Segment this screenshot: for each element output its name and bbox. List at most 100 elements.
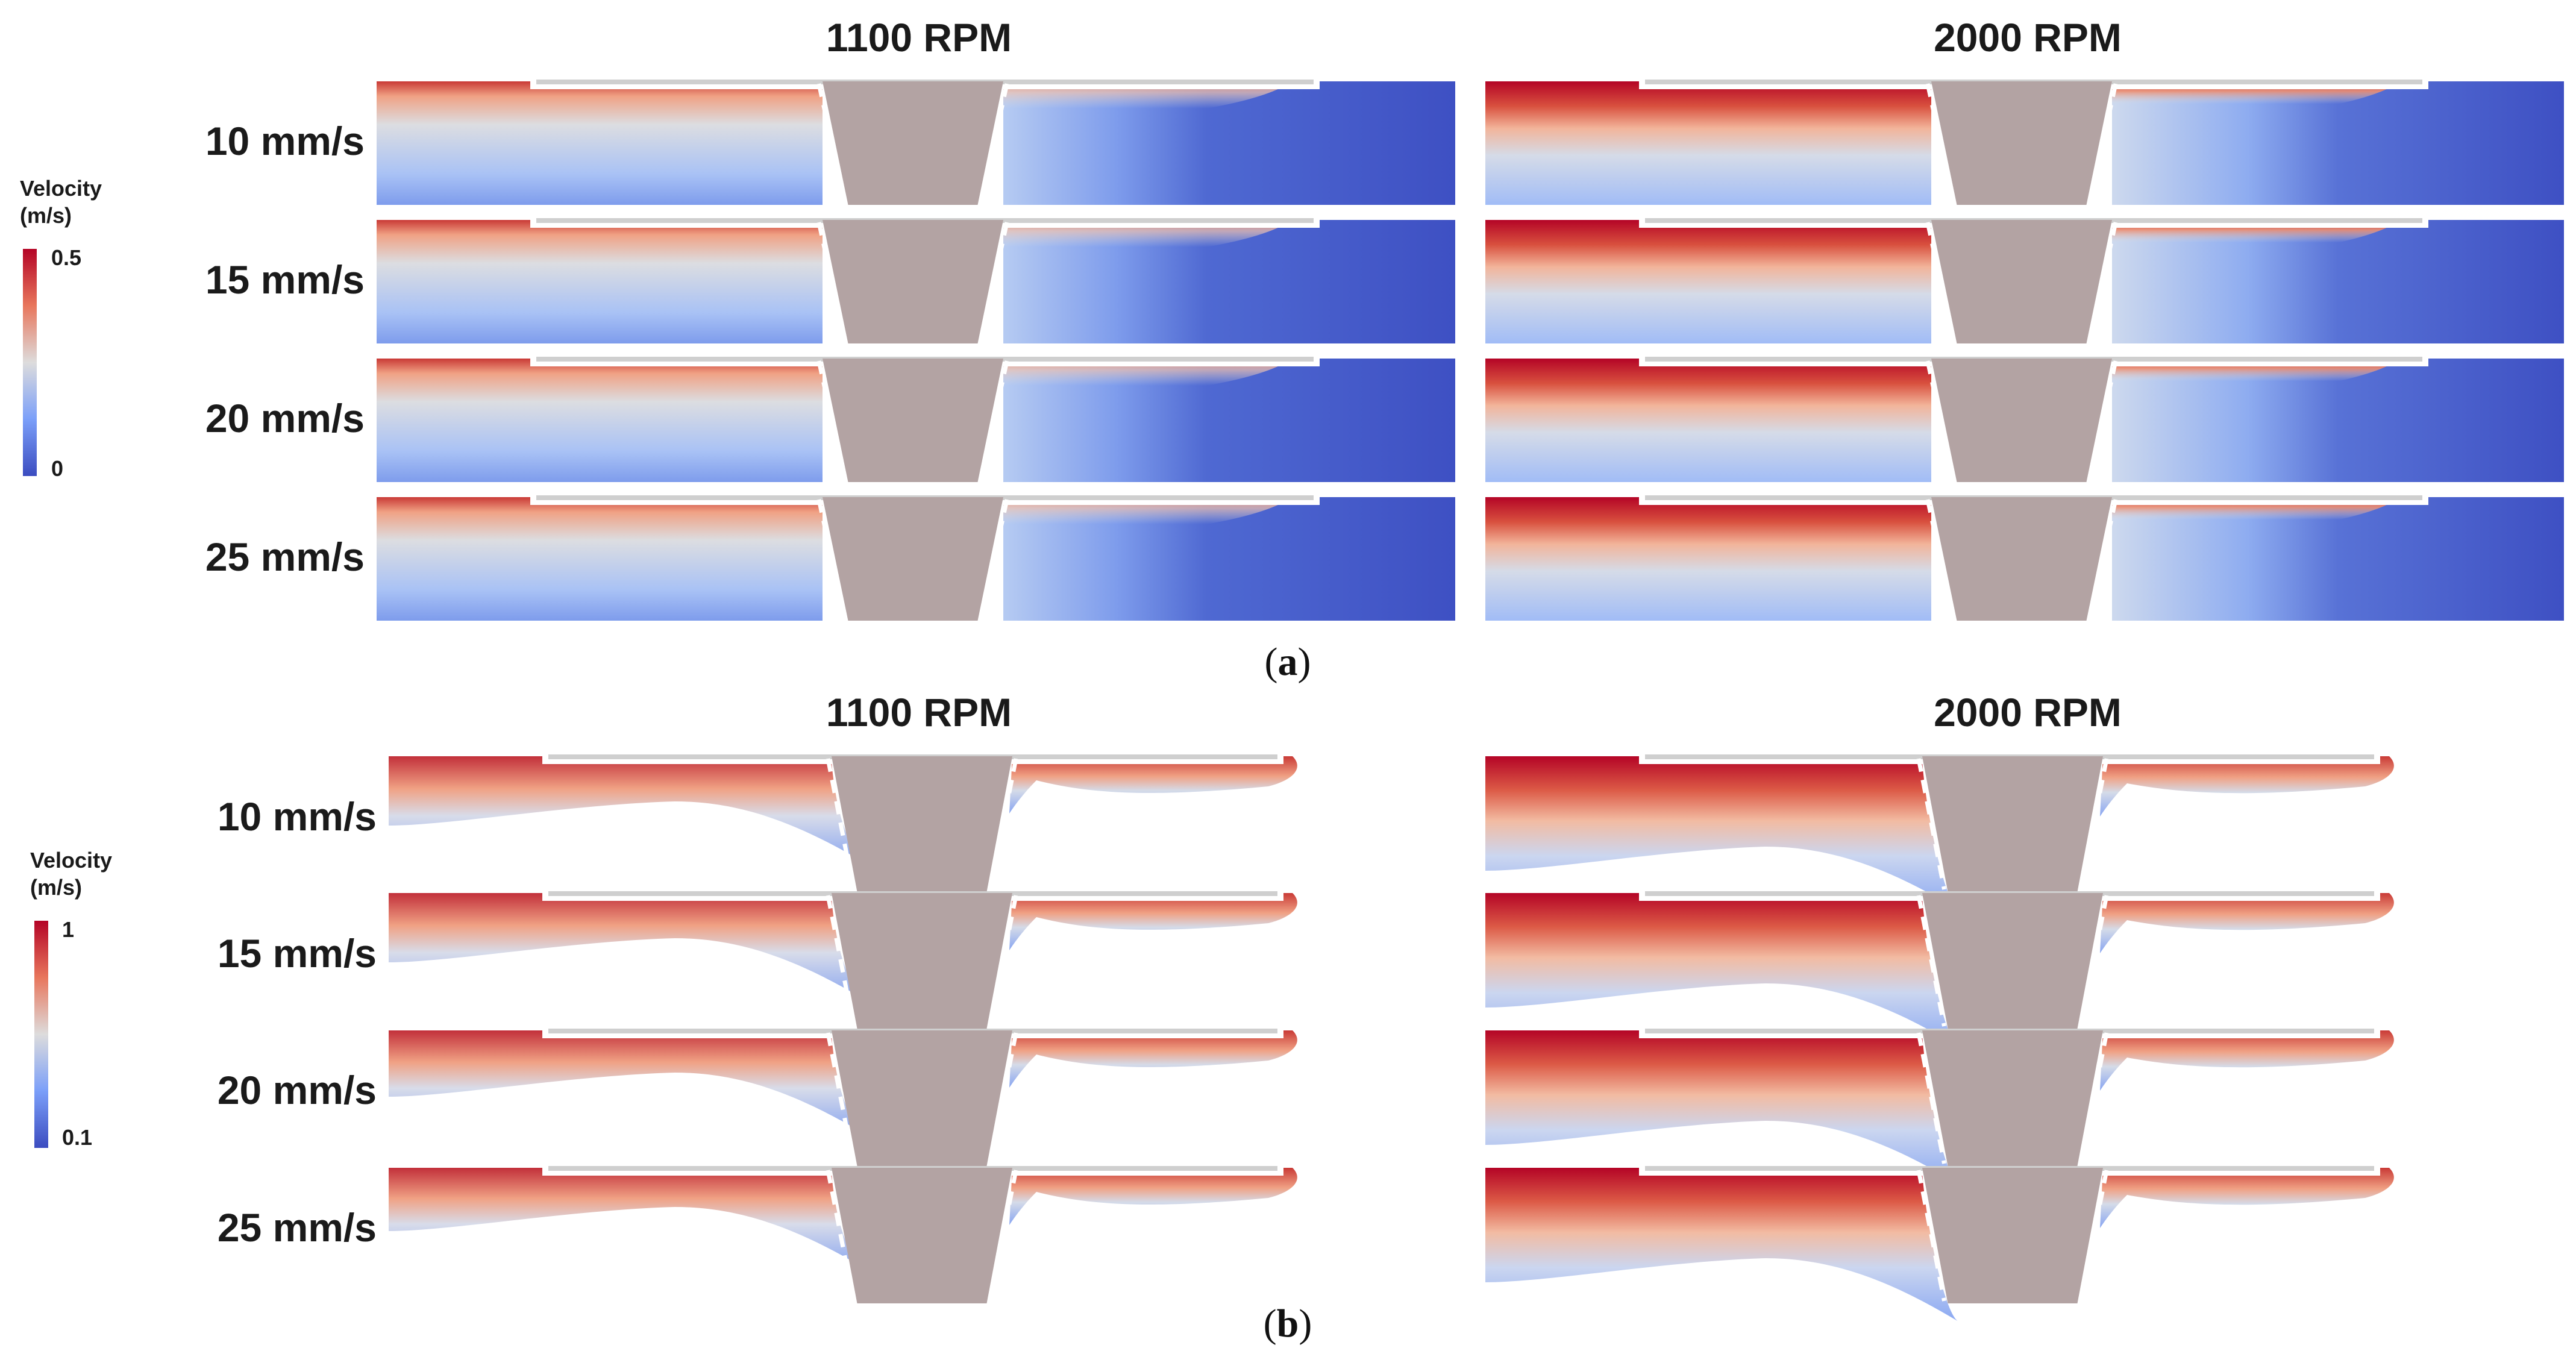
legend-b-unit: (m/s): [30, 875, 82, 900]
panel-b-1100-row-2-nozzle-edge-left: [826, 895, 856, 1027]
panel-b-2000-row-2-nozzle: [1922, 893, 2103, 1029]
panel-b-1100-row-1-left-flow: [389, 756, 868, 865]
panel-b-2000-row-1: [1485, 754, 2394, 910]
panel-b-2000-row-4-nozzle-edge-left: [1916, 1170, 1946, 1302]
subfigure-label-a: (a): [1265, 640, 1311, 684]
row-label-a-2: 15 mm/s: [205, 257, 365, 302]
panel-a-1100-row-2: [377, 218, 1455, 343]
panel-b-2000-row-2-right-flow: [2100, 893, 2394, 953]
column-header-a-1100: 1100 RPM: [826, 15, 1012, 60]
legend-b-colorbar: [34, 921, 48, 1148]
panel-b-2000-row-2: [1485, 891, 2394, 1047]
panel-a-2000-row-1: [1485, 80, 2564, 205]
panel-b-2000-row-1-left-flow: [1485, 756, 1958, 910]
legend-a-title: Velocity: [20, 176, 102, 201]
panel-a-2000-row-1-left-flow: [1485, 81, 1931, 205]
panel-b-2000-row-3-left-flow: [1485, 1030, 1958, 1184]
panel-b-1100-row-3-right-flow: [1009, 1030, 1297, 1088]
legend-b-max: 1: [62, 917, 74, 942]
legend-a-max: 0.5: [51, 245, 81, 270]
column-header-b-1100: 1100 RPM: [826, 690, 1012, 735]
panel-a-1100-row-2-nozzle: [823, 220, 1003, 343]
panel-b-1100-row-4-nozzle: [832, 1168, 1012, 1303]
panel-a-2000-row-2-left-flow: [1485, 220, 1931, 343]
panel-b-2000-row-1-nozzle-edge-right: [2079, 758, 2109, 890]
panel-a-2000-row-1-nozzle: [1931, 81, 2112, 205]
panel-a-2000-row-1-right-jet: [2112, 81, 2401, 127]
panel-a-2000-row-4-nozzle: [1931, 497, 2112, 621]
panel-b-2000-row-3: [1485, 1029, 2394, 1184]
panel-b-1100-row-3-left-flow: [389, 1030, 868, 1136]
panel-a-1100-row-1: [377, 80, 1455, 205]
panel-b-1100-row-4: [389, 1166, 1297, 1303]
legend-b-title: Velocity: [30, 848, 112, 873]
column-header-a-2000: 2000 RPM: [1934, 15, 2122, 60]
subfigure-label-a-letter: a: [1278, 640, 1298, 684]
panel-b-2000-row-4-nozzle: [1922, 1168, 2103, 1303]
panel-b-1100-row-4-nozzle-edge-left: [826, 1170, 856, 1302]
panel-a-2000-row-2: [1485, 218, 2564, 343]
column-header-b-2000: 2000 RPM: [1934, 690, 2122, 735]
legend-a-unit: (m/s): [20, 203, 72, 228]
panel-a-2000-row-4: [1485, 495, 2564, 621]
panel-b-1100-row-1: [389, 754, 1297, 892]
panel-b-2000-row-3-nozzle: [1922, 1030, 2103, 1166]
panel-b-2000-row-1-right-flow: [2100, 756, 2394, 816]
subfigure-label-b: (b): [1264, 1302, 1312, 1346]
panel-b-1100-row-3-nozzle-edge-right: [988, 1032, 1018, 1164]
row-label-b-2: 15 mm/s: [218, 931, 377, 976]
panel-a-2000-row-3-right-jet: [2112, 359, 2401, 404]
panel-a-2000-row-2-nozzle: [1931, 220, 2112, 343]
legend-a-colorbar: [23, 249, 37, 476]
panel-a-1100-row-4-nozzle: [823, 497, 1003, 621]
panel-b-1100-row-1-nozzle: [832, 756, 1012, 892]
panel-b-2000-row-3-right-flow: [2100, 1030, 2394, 1091]
panel-a-2000-row-3-nozzle: [1931, 359, 2112, 482]
legend-b: Velocity (m/s) 1 0.1: [30, 848, 112, 1150]
panel-a-2000-row-3: [1485, 357, 2564, 482]
panel-b-2000-row-3-nozzle-edge-right: [2079, 1032, 2109, 1164]
row-label-b-4: 25 mm/s: [218, 1205, 377, 1250]
panel-a-1100-row-1-nozzle: [823, 81, 1003, 205]
panel-a-2000-row-4-right-jet: [2112, 497, 2401, 542]
panel-b-1100-row-4-left-flow: [389, 1168, 868, 1270]
panel-b-2000-row-4: [1485, 1166, 2394, 1321]
panel-a-1100-row-1-left-flow: [377, 81, 823, 205]
panel-a-1100-row-3-right-jet: [1003, 359, 1293, 404]
row-label-a-4: 25 mm/s: [205, 534, 365, 579]
panel-b-2000-row-2-nozzle-edge-right: [2079, 895, 2109, 1027]
part-a: Velocity (m/s) 0.5 0 1100 RPM 2000 RPM 1…: [20, 15, 2564, 684]
panel-b-2000-row-4-left-flow: [1485, 1168, 1958, 1321]
panel-b-1100-row-3: [389, 1029, 1297, 1166]
panel-a-1100-row-3: [377, 357, 1455, 482]
panel-a-2000-row-3-left-flow: [1485, 359, 1931, 482]
panel-a-1100-row-4-right-jet: [1003, 497, 1293, 542]
panel-a-2000-row-2-right-jet: [2112, 220, 2401, 265]
panel-b-1100-row-4-right-flow: [1009, 1168, 1297, 1225]
subfigure-label-b-letter: b: [1277, 1302, 1299, 1346]
panel-b-1100-row-2-left-flow: [389, 893, 868, 1001]
panel-a-1100-row-1-right-jet: [1003, 81, 1293, 127]
panel-b-1100-row-1-right-flow: [1009, 756, 1297, 813]
row-label-b-3: 20 mm/s: [218, 1068, 377, 1112]
panel-a-1100-row-4-left-flow: [377, 497, 823, 621]
panel-b-1100-row-2-nozzle-edge-right: [988, 895, 1018, 1027]
panels-b: [389, 754, 2394, 1321]
panel-a-1100-row-3-left-flow: [377, 359, 823, 482]
panel-b-1100-row-1-nozzle-edge-left: [826, 758, 856, 890]
panel-b-2000-row-1-nozzle: [1922, 756, 2103, 892]
row-label-b-1: 10 mm/s: [218, 794, 377, 839]
panel-b-1100-row-2-nozzle: [832, 893, 1012, 1029]
row-label-a-1: 10 mm/s: [205, 119, 365, 163]
panel-a-2000-row-4-left-flow: [1485, 497, 1931, 621]
panel-b-1100-row-3-nozzle-edge-left: [826, 1032, 856, 1164]
panel-b-2000-row-1-nozzle-edge-left: [1916, 758, 1946, 890]
panel-a-1100-row-3-nozzle: [823, 359, 1003, 482]
panel-b-1100-row-1-nozzle-edge-right: [988, 758, 1018, 890]
panel-b-1100-row-2: [389, 891, 1297, 1029]
legend-a-min: 0: [51, 456, 63, 481]
panel-b-2000-row-2-nozzle-edge-left: [1916, 895, 1946, 1027]
panel-b-1100-row-3-nozzle: [832, 1030, 1012, 1166]
panel-a-1100-row-2-left-flow: [377, 220, 823, 343]
